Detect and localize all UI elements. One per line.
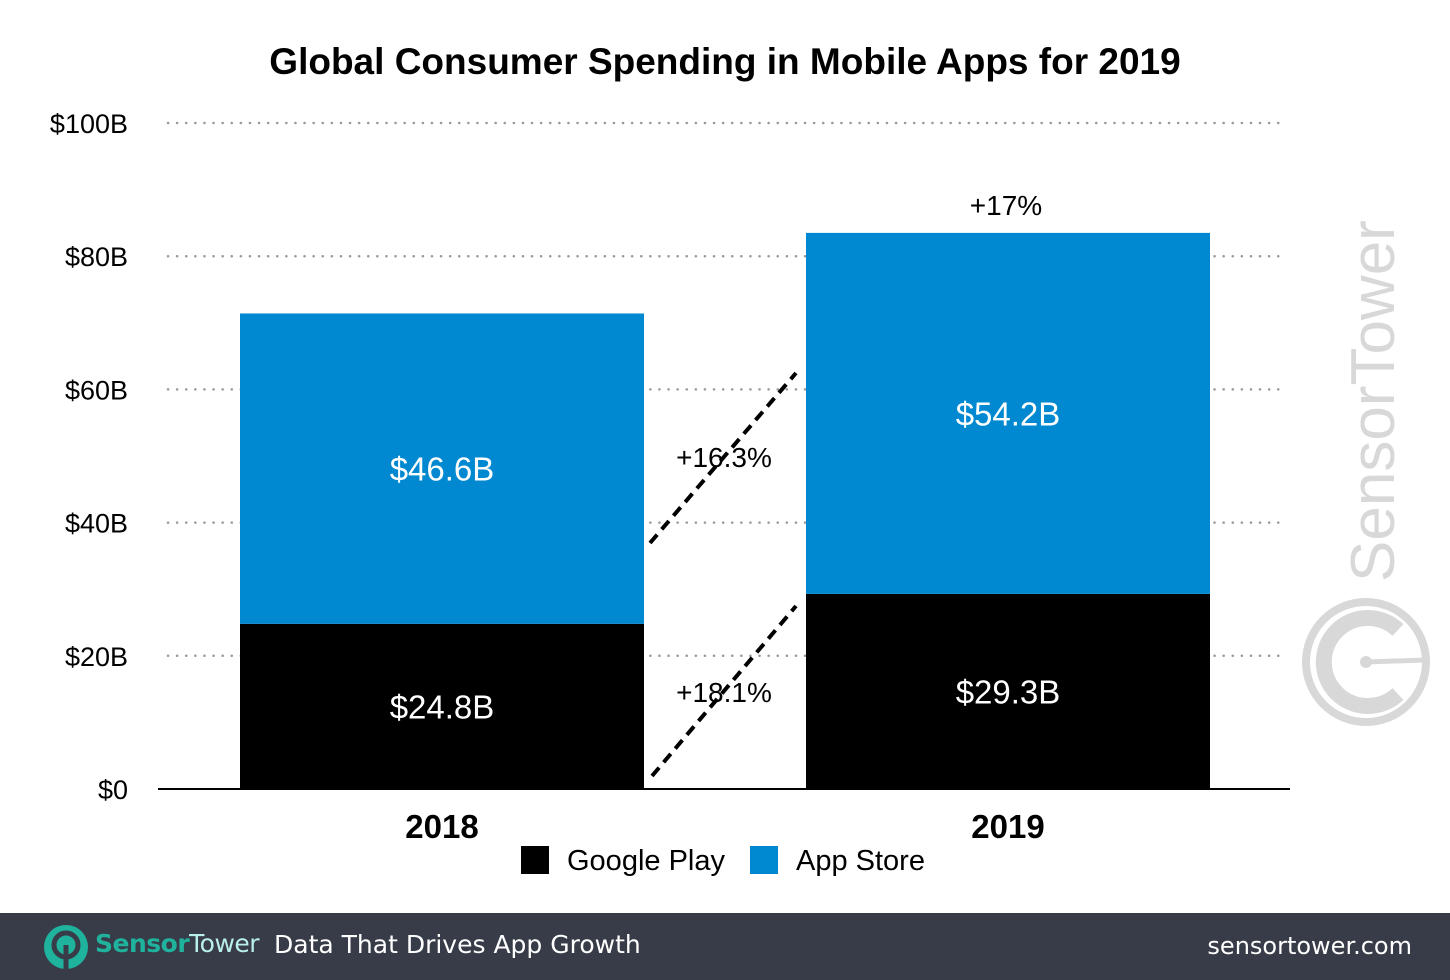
x-tick-label: 2018 [405, 808, 478, 845]
y-tick-label: $80B [65, 242, 128, 272]
bar-app-store-2019 [806, 232, 1210, 594]
footer-url[interactable]: sensortower.com [1207, 932, 1412, 960]
y-tick-label: $40B [65, 509, 128, 539]
legend-swatch [750, 846, 778, 874]
chart: Global Consumer Spending in Mobile Apps … [50, 41, 1430, 877]
total-growth-label: +17% [970, 190, 1042, 221]
legend-label: Google Play [567, 845, 725, 877]
sensortower-logo-icon [44, 925, 88, 970]
watermark-logo [1302, 598, 1430, 726]
x-tick-label: 2019 [971, 808, 1044, 845]
google-play-growth-label: +18.1% [676, 677, 772, 708]
y-tick-label: $60B [65, 375, 128, 405]
bar-google-play-2018 [240, 623, 644, 789]
legend-swatch [521, 846, 549, 874]
footer-tagline: Data That Drives App Growth [274, 930, 641, 959]
bar-value-label: $24.8B [390, 688, 495, 725]
growth-connector [648, 371, 798, 545]
bar-value-label: $29.3B [956, 673, 1061, 710]
y-tick-label: $20B [65, 642, 128, 672]
watermark-text: SensorTower [1339, 220, 1408, 582]
bar-value-label: $46.6B [390, 451, 495, 488]
chart-title: Global Consumer Spending in Mobile Apps … [269, 41, 1180, 82]
brand-tower: Tower [189, 929, 260, 958]
y-tick-label: $0 [98, 775, 128, 805]
bar-app-store-2018 [240, 313, 644, 624]
bar-google-play-2019 [806, 593, 1210, 789]
footer-brand[interactable]: SensorTower [95, 929, 260, 958]
app-store-growth-label: +16.3% [676, 442, 772, 473]
legend-label: App Store [796, 845, 925, 877]
footer: SensorTower Data That Drives App Growth … [0, 913, 1450, 980]
y-tick-label: $100B [50, 109, 128, 139]
growth-connector [650, 604, 798, 778]
brand-sensor: Sensor [95, 929, 190, 958]
bar-value-label: $54.2B [956, 395, 1061, 432]
